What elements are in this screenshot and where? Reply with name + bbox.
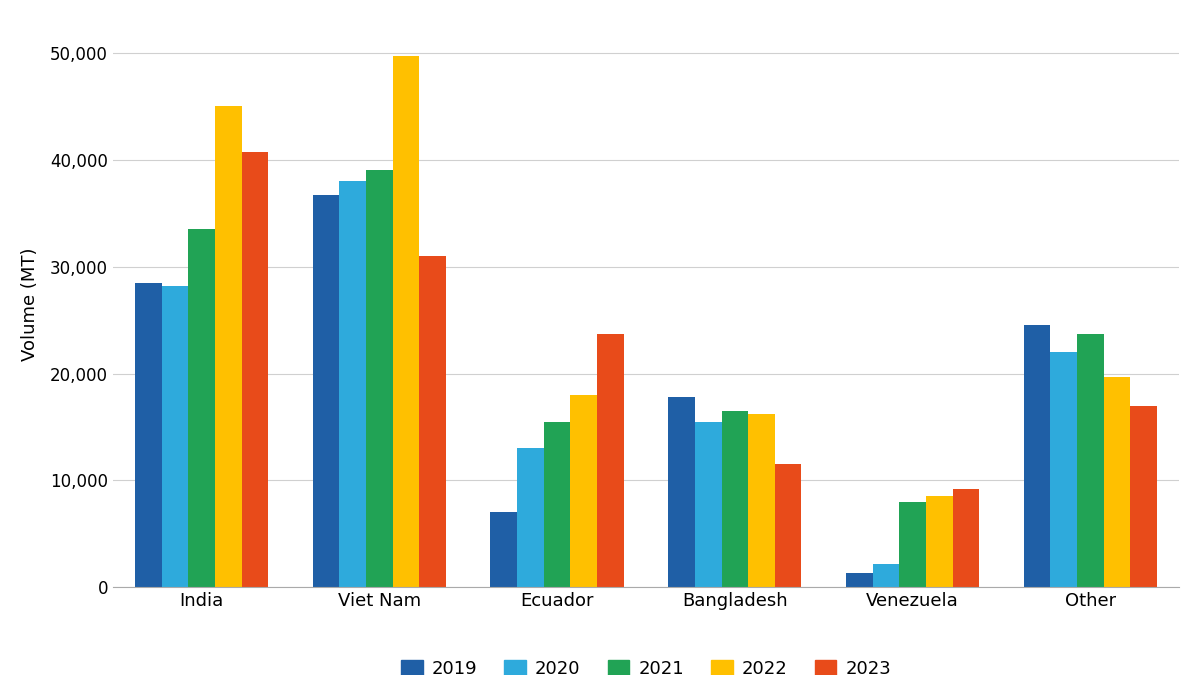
Bar (162, 286, 188, 587)
Bar (668, 397, 695, 587)
Bar (544, 422, 570, 587)
Bar (1076, 334, 1104, 587)
Bar (846, 573, 872, 587)
Bar (570, 395, 598, 587)
Y-axis label: Volume (MT): Volume (MT) (20, 247, 38, 361)
Bar (1024, 325, 1050, 587)
Bar (695, 422, 721, 587)
Bar (340, 181, 366, 587)
Bar (926, 496, 953, 587)
Bar (491, 512, 517, 587)
Bar (366, 171, 392, 587)
Bar (1104, 377, 1130, 587)
Bar (899, 502, 926, 587)
Bar (598, 334, 624, 587)
Bar (775, 464, 802, 587)
Bar (721, 411, 748, 587)
Bar (1130, 406, 1157, 587)
Bar (953, 489, 979, 587)
Bar (392, 56, 419, 587)
Bar (517, 448, 544, 587)
Bar (241, 153, 269, 587)
Bar (872, 564, 899, 587)
Bar (748, 414, 775, 587)
Bar (419, 256, 446, 587)
Bar (215, 107, 241, 587)
Bar (1050, 352, 1076, 587)
Legend: 2019, 2020, 2021, 2022, 2023: 2019, 2020, 2021, 2022, 2023 (394, 653, 899, 675)
Bar (313, 195, 340, 587)
Bar (188, 230, 215, 587)
Bar (136, 283, 162, 587)
